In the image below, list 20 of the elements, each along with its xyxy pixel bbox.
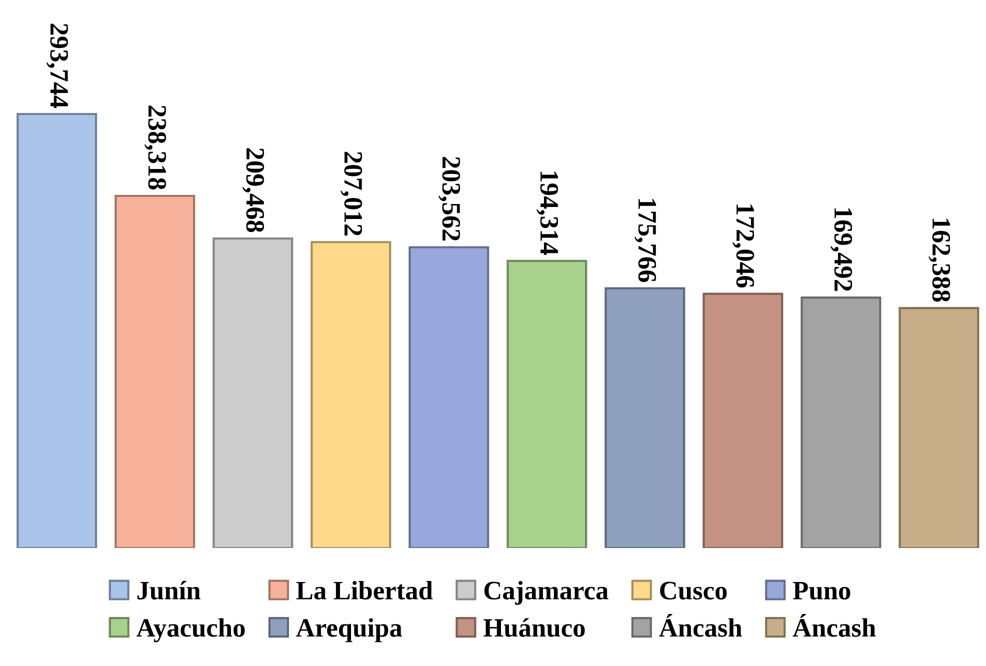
data-label: 293,744 [46, 24, 68, 108]
data-label: 169,492 [830, 208, 852, 291]
legend-label: La Libertad [296, 580, 433, 600]
legend-label: Puno [792, 582, 850, 600]
data-label: 194,314 [536, 172, 558, 255]
data-label: 162,388 [928, 218, 950, 302]
legend-label: Arequipa [296, 618, 402, 642]
legend-label: Junín [137, 580, 200, 600]
data-label: 172,046 [732, 204, 754, 288]
legend-label: Áncash [792, 614, 876, 637]
legend-label: Ayacucho [136, 618, 245, 642]
data-label: 203,562 [438, 157, 460, 241]
legend-label: Áncash [659, 614, 742, 637]
data-label: 207,012 [340, 152, 362, 236]
legend-label: Huánuco [484, 618, 585, 637]
legend-label: Cajamarca [484, 580, 608, 605]
data-label: 238,318 [144, 106, 166, 190]
data-label: 175,766 [634, 199, 656, 282]
data-label: 209,468 [242, 148, 264, 232]
legend-label: Cusco [660, 582, 727, 600]
